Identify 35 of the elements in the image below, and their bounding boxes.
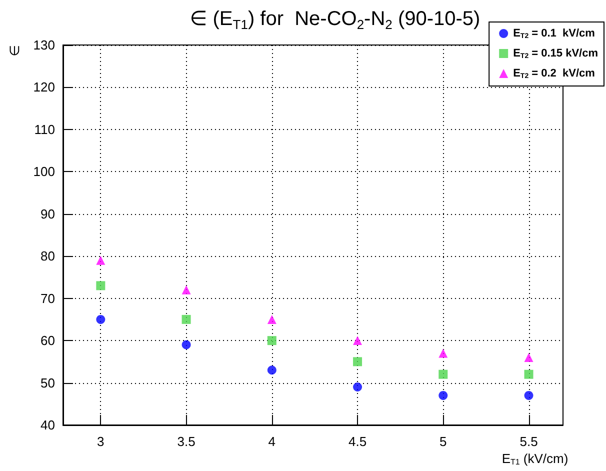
y-tick-label: 50 <box>40 375 55 390</box>
y-tick-label: 120 <box>33 80 55 95</box>
x-tick-label: 5.5 <box>520 434 538 449</box>
x-tick-label: 3 <box>97 434 104 449</box>
x-tick-label: 5 <box>440 434 447 449</box>
point <box>96 314 106 324</box>
point <box>438 390 448 400</box>
point <box>182 285 191 294</box>
point <box>524 352 534 362</box>
y-tick-label: 80 <box>40 248 55 264</box>
point <box>353 382 362 392</box>
point <box>524 390 534 400</box>
x-tick-label: 4 <box>268 434 276 449</box>
point <box>267 336 276 346</box>
y-tick-label: 100 <box>33 164 55 180</box>
point <box>353 357 362 366</box>
y-tick-label: 60 <box>40 333 55 348</box>
y-tick-label: 130 <box>33 38 55 52</box>
point <box>182 340 191 350</box>
y-tick-label: 110 <box>34 122 55 137</box>
point <box>438 348 448 358</box>
point <box>524 370 534 379</box>
x-tick-label: 4.5 <box>348 434 367 449</box>
point <box>267 314 276 324</box>
point <box>182 314 191 324</box>
y-tick-label: 90 <box>40 206 55 222</box>
point <box>267 366 276 375</box>
y-tick-label: 40 <box>40 418 55 432</box>
y-tick-label: 70 <box>40 290 55 306</box>
y-axis-title: ∈ <box>7 45 22 56</box>
point <box>96 281 106 290</box>
point <box>353 336 362 346</box>
x-tick-label: 3.5 <box>177 434 196 449</box>
point <box>438 370 448 379</box>
point <box>96 256 106 265</box>
